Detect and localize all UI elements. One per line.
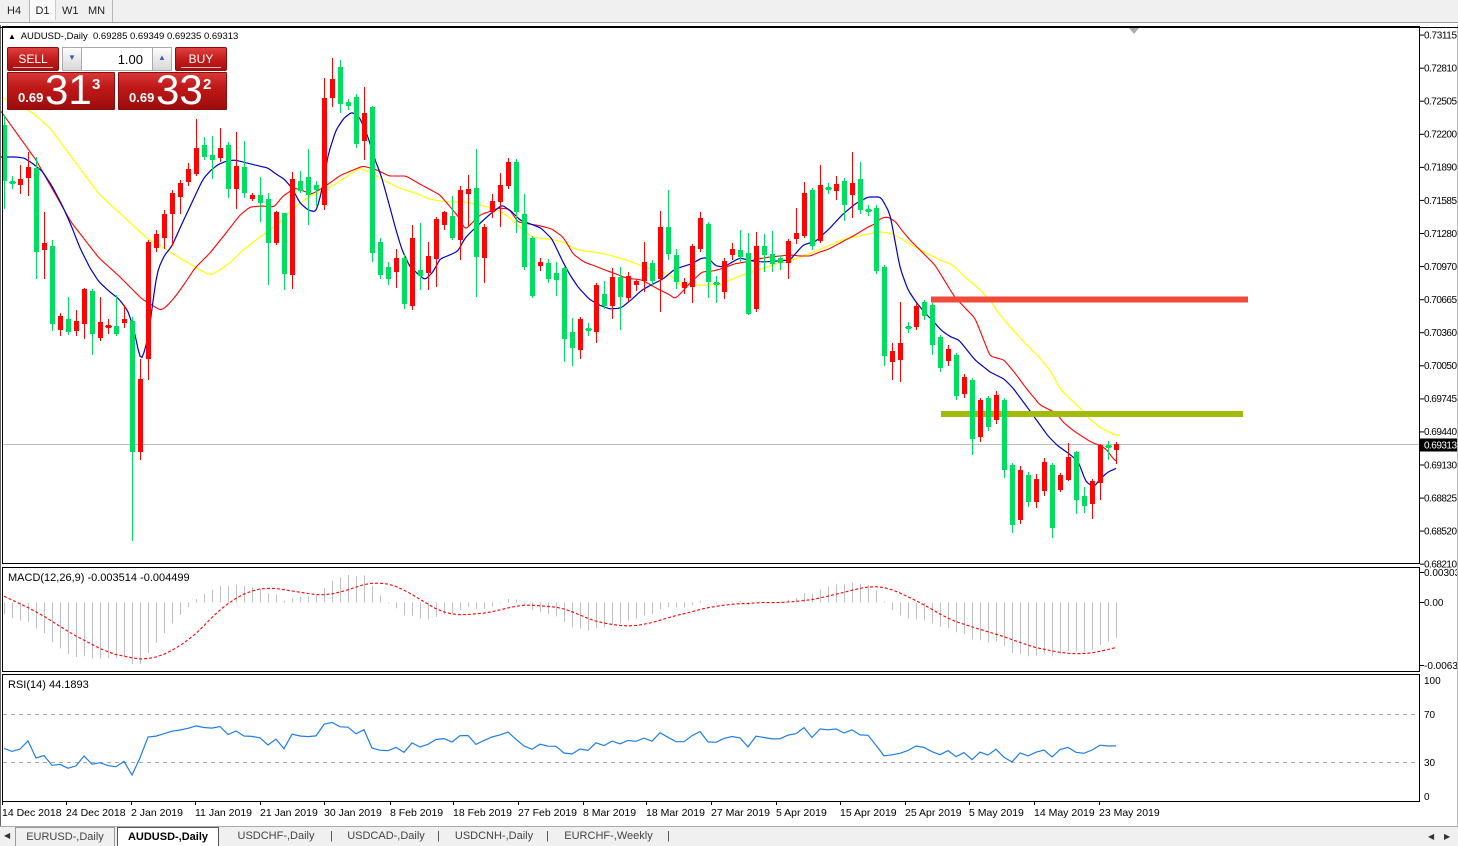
svg-text:5 May 2019: 5 May 2019	[969, 807, 1024, 819]
svg-text:0.68210: 0.68210	[1424, 560, 1457, 571]
svg-text:0.00: 0.00	[1424, 598, 1444, 609]
svg-text:0.68825: 0.68825	[1424, 493, 1457, 504]
svg-text:30: 30	[1424, 758, 1436, 769]
svg-text:0.70360: 0.70360	[1424, 328, 1457, 339]
svg-text:18 Mar 2019: 18 Mar 2019	[646, 807, 705, 819]
svg-text:0.71890: 0.71890	[1424, 163, 1457, 174]
svg-text:0.70970: 0.70970	[1424, 262, 1457, 273]
svg-text:0.72810: 0.72810	[1424, 64, 1457, 75]
svg-text:18 Feb 2019: 18 Feb 2019	[453, 807, 512, 819]
svg-text:0.73115: 0.73115	[1424, 30, 1457, 41]
svg-text:-0.006315: -0.006315	[1424, 661, 1458, 672]
svg-text:0.69745: 0.69745	[1424, 394, 1457, 405]
svg-text:0: 0	[1424, 792, 1430, 803]
svg-text:21 Jan 2019: 21 Jan 2019	[260, 807, 318, 819]
svg-text:0.68520: 0.68520	[1424, 526, 1457, 537]
svg-text:8 Feb 2019: 8 Feb 2019	[390, 807, 443, 819]
svg-text:0.69130: 0.69130	[1424, 460, 1457, 471]
svg-text:0.70665: 0.70665	[1424, 295, 1457, 306]
svg-text:0.71585: 0.71585	[1424, 196, 1457, 207]
svg-text:MACD(12,26,9) -0.003514 -0.004: MACD(12,26,9) -0.003514 -0.004499	[8, 572, 190, 584]
svg-text:0.72505: 0.72505	[1424, 97, 1457, 108]
svg-text:24 Dec 2018: 24 Dec 2018	[66, 807, 126, 819]
svg-text:0.003035: 0.003035	[1424, 568, 1458, 579]
svg-text:14 May 2019: 14 May 2019	[1034, 807, 1095, 819]
svg-text:0.70050: 0.70050	[1424, 361, 1457, 372]
svg-text:2 Jan 2019: 2 Jan 2019	[131, 807, 183, 819]
svg-text:30 Jan 2019: 30 Jan 2019	[324, 807, 382, 819]
svg-text:70: 70	[1424, 710, 1436, 721]
svg-text:0.69440: 0.69440	[1424, 427, 1457, 438]
svg-text:14 Dec 2018: 14 Dec 2018	[2, 807, 62, 819]
svg-text:25 Apr 2019: 25 Apr 2019	[905, 807, 962, 819]
svg-text:27 Mar 2019: 27 Mar 2019	[711, 807, 770, 819]
svg-text:100: 100	[1424, 676, 1441, 687]
svg-text:15 Apr 2019: 15 Apr 2019	[840, 807, 897, 819]
svg-text:23 May 2019: 23 May 2019	[1099, 807, 1160, 819]
svg-text:27 Feb 2019: 27 Feb 2019	[518, 807, 577, 819]
svg-text:11 Jan 2019: 11 Jan 2019	[195, 807, 252, 819]
svg-text:0.72200: 0.72200	[1424, 130, 1457, 141]
svg-text:8 Mar 2019: 8 Mar 2019	[583, 807, 636, 819]
svg-text:0.71280: 0.71280	[1424, 229, 1457, 240]
svg-text:5 Apr 2019: 5 Apr 2019	[776, 807, 827, 819]
svg-text:0.69313: 0.69313	[1424, 441, 1457, 452]
svg-text:RSI(14) 44.1893: RSI(14) 44.1893	[8, 679, 89, 691]
